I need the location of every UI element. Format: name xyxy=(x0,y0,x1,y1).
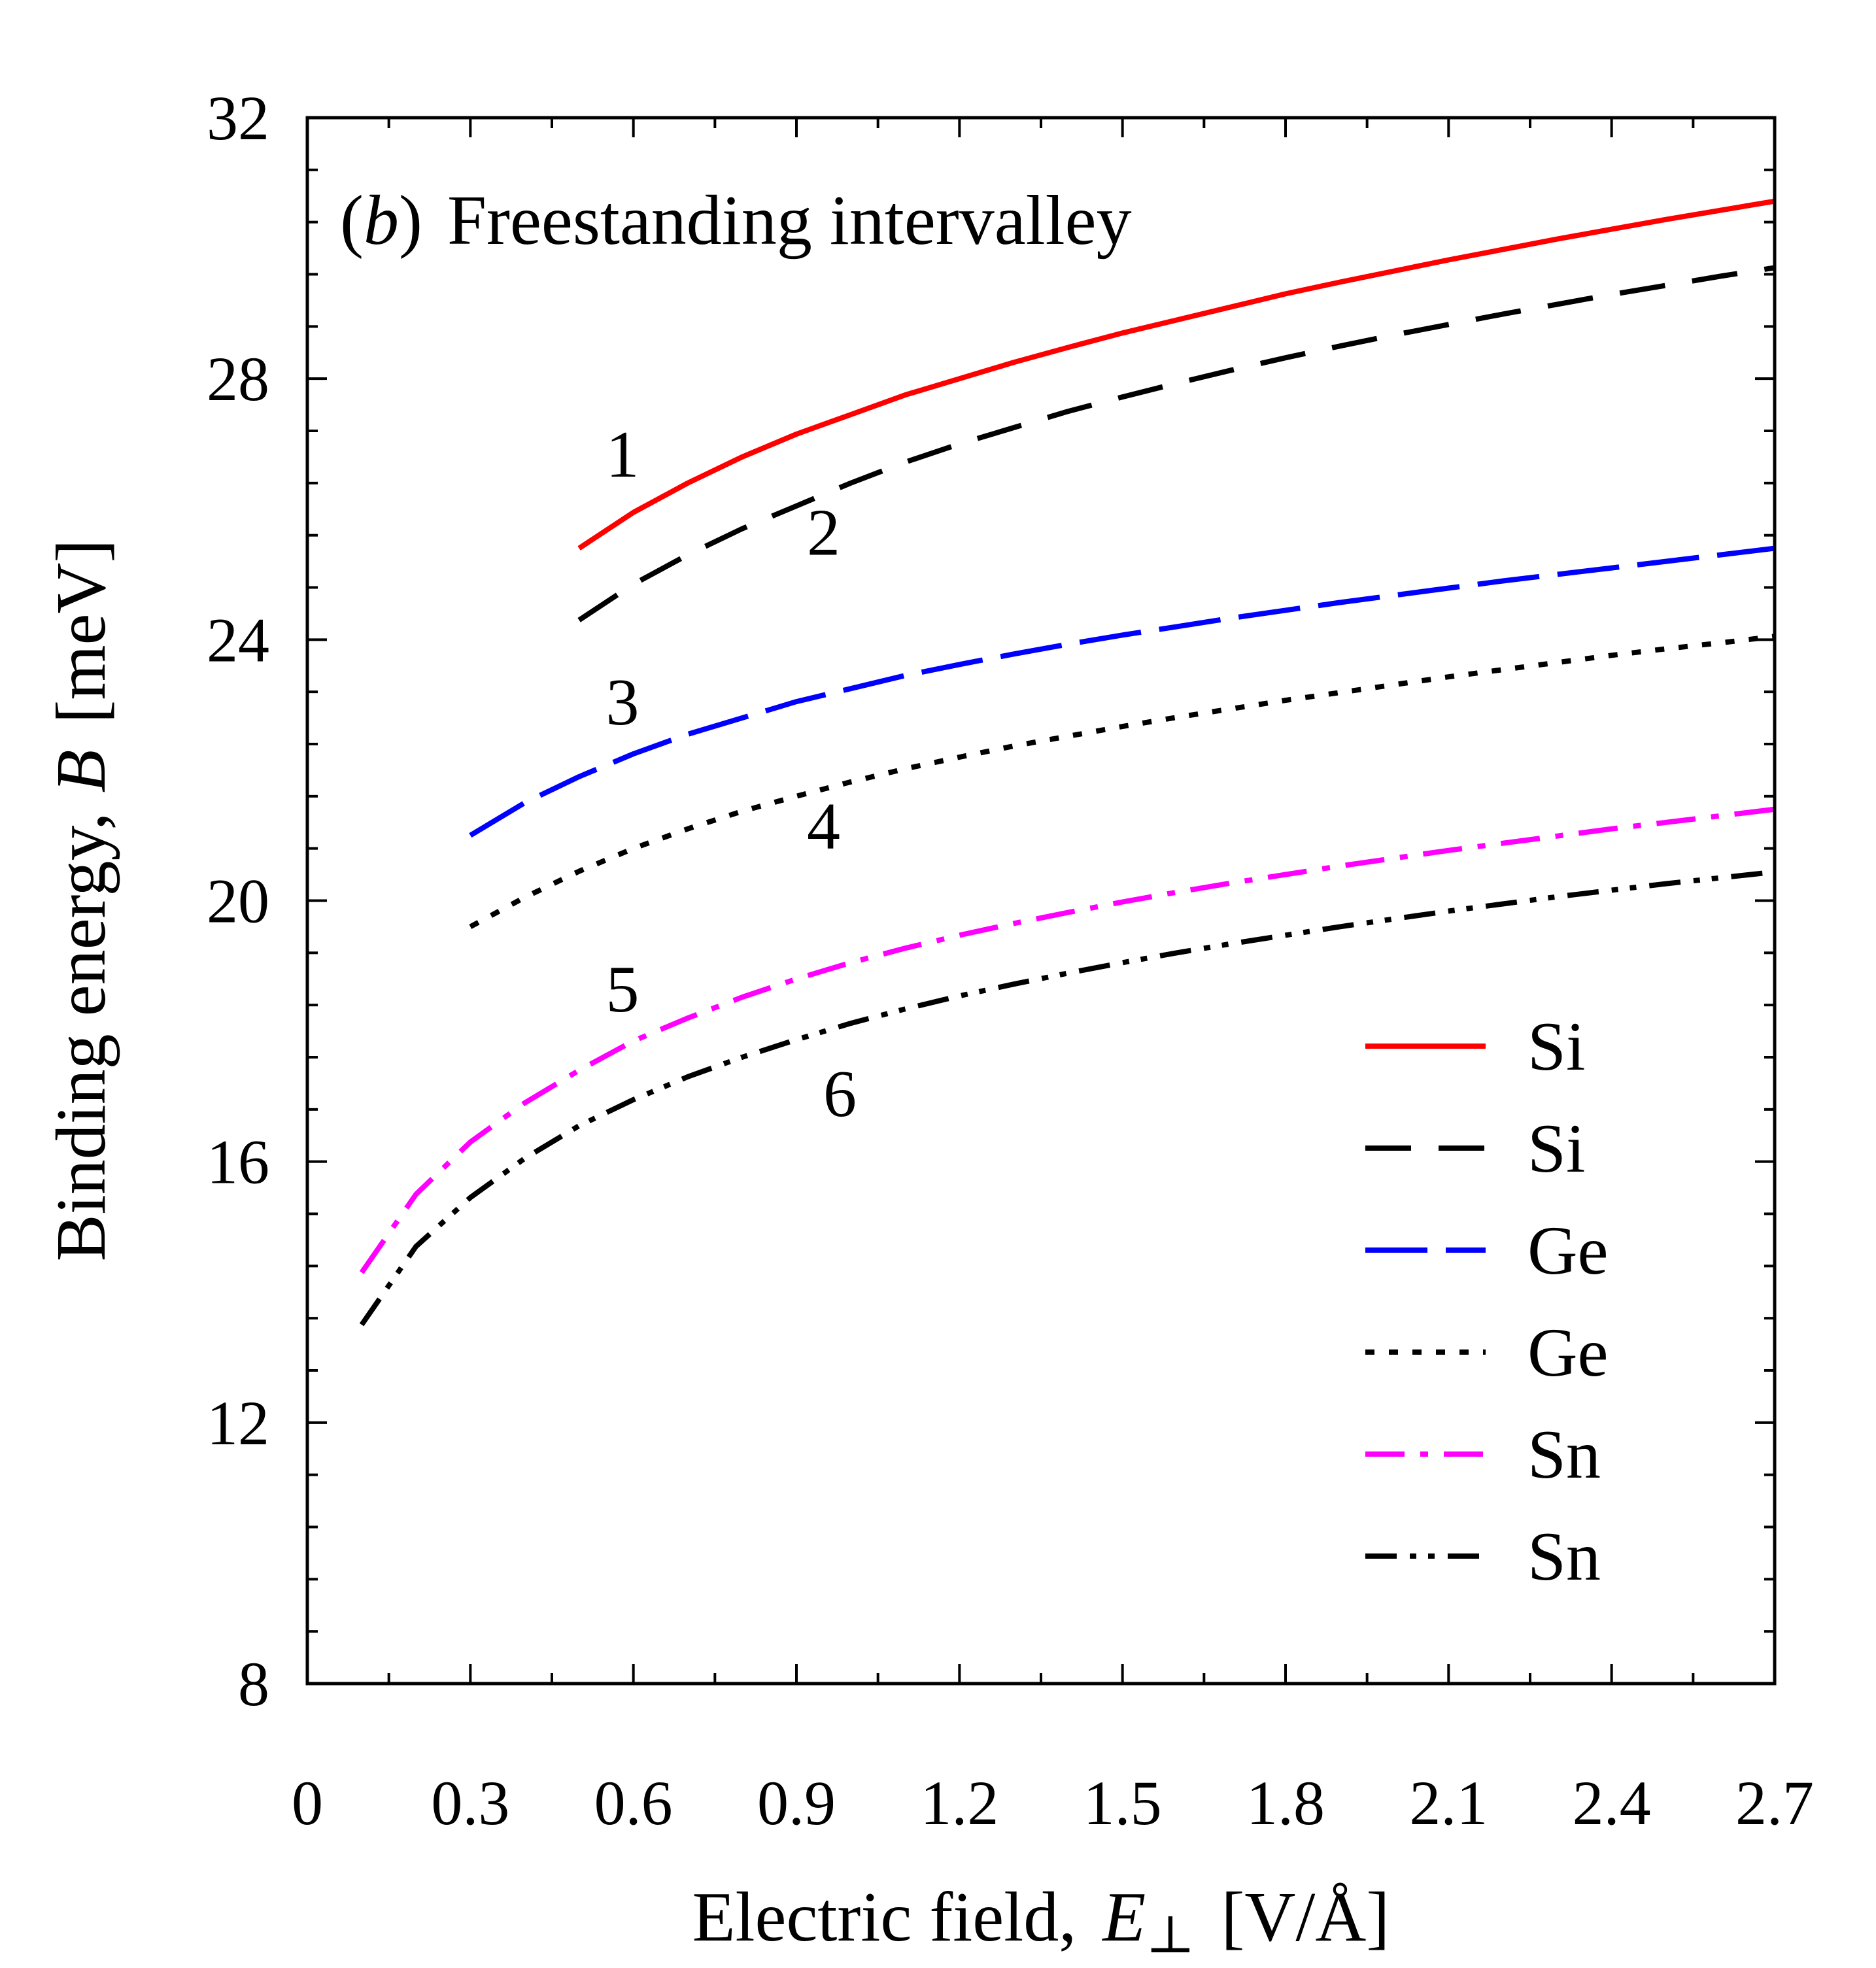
y-tick-label: 28 xyxy=(207,344,269,414)
y-tick-label: 20 xyxy=(207,866,269,936)
x-axis-title: Electric field, E⊥ [V/Å] xyxy=(692,1878,1390,1964)
y-tick-labels: 8 12 16 20 24 28 32 xyxy=(207,83,269,1719)
y-tick-label: 32 xyxy=(207,83,269,153)
x-tick-label: 0.9 xyxy=(757,1768,836,1838)
x-tick-label: 1.8 xyxy=(1246,1768,1325,1838)
legend-label-4: Ge xyxy=(1527,1314,1609,1391)
curve-labels: 1 2 3 4 5 6 xyxy=(606,418,857,1131)
legend-label-2: Si xyxy=(1527,1110,1585,1187)
series-lines xyxy=(359,198,1775,1327)
panel-title: (b) Freestanding intervalley xyxy=(340,182,1132,260)
legend-label-6: Sn xyxy=(1527,1518,1601,1595)
curve-label-6: 6 xyxy=(823,1057,857,1131)
y-tick-label: 8 xyxy=(238,1649,269,1719)
x-tick-label: 2.7 xyxy=(1735,1768,1814,1838)
curve-label-2: 2 xyxy=(807,496,840,570)
series-line-3 xyxy=(469,545,1775,838)
y-axis-title: Binding energy, B [meV] xyxy=(43,539,120,1262)
x-tick-label: 2.4 xyxy=(1573,1768,1651,1838)
x-tick-labels: 0 0.3 0.6 0.9 1.2 1.5 1.8 2.1 2.4 2.7 xyxy=(292,1768,1814,1838)
y-axis-label: Binding energy, xyxy=(43,812,120,1261)
curve-label-1: 1 xyxy=(606,418,640,492)
series-line-4 xyxy=(469,634,1775,929)
y-tick-label: 16 xyxy=(207,1127,269,1197)
chart-title: Freestanding intervalley xyxy=(447,182,1132,260)
series-line-2 xyxy=(577,265,1775,622)
curve-label-4: 4 xyxy=(807,790,840,864)
x-tick-label: 2.1 xyxy=(1409,1768,1488,1838)
x-tick-label: 0 xyxy=(292,1768,323,1838)
y-tick-label: 24 xyxy=(207,605,269,675)
plot-frame xyxy=(305,116,1777,1686)
series-line-5 xyxy=(359,806,1775,1274)
curve-label-5: 5 xyxy=(606,953,640,1026)
x-tick-label: 1.2 xyxy=(920,1768,998,1838)
y-tick-label: 12 xyxy=(207,1388,269,1458)
legend-label-3: Ge xyxy=(1527,1212,1609,1289)
panel-letter: b xyxy=(364,182,399,260)
x-tick-label: 0.3 xyxy=(431,1768,509,1838)
x-axis-subscript: ⊥ xyxy=(1146,1907,1195,1964)
x-axis-label: Electric field, xyxy=(692,1878,1077,1956)
x-axis-symbol: E xyxy=(1101,1878,1146,1956)
x-axis-unit: [V/Å] xyxy=(1221,1878,1390,1956)
legend: Si Si Ge Ge Sn Sn xyxy=(1365,1008,1609,1595)
legend-label-5: Sn xyxy=(1527,1416,1601,1493)
x-tick-label: 0.6 xyxy=(594,1768,673,1838)
series-line-1 xyxy=(577,198,1775,551)
y-axis-symbol: B xyxy=(43,749,120,792)
x-tick-label: 1.5 xyxy=(1083,1768,1162,1838)
y-axis-unit: [meV] xyxy=(43,539,120,724)
legend-label-1: Si xyxy=(1527,1008,1585,1085)
curve-label-3: 3 xyxy=(606,666,640,739)
